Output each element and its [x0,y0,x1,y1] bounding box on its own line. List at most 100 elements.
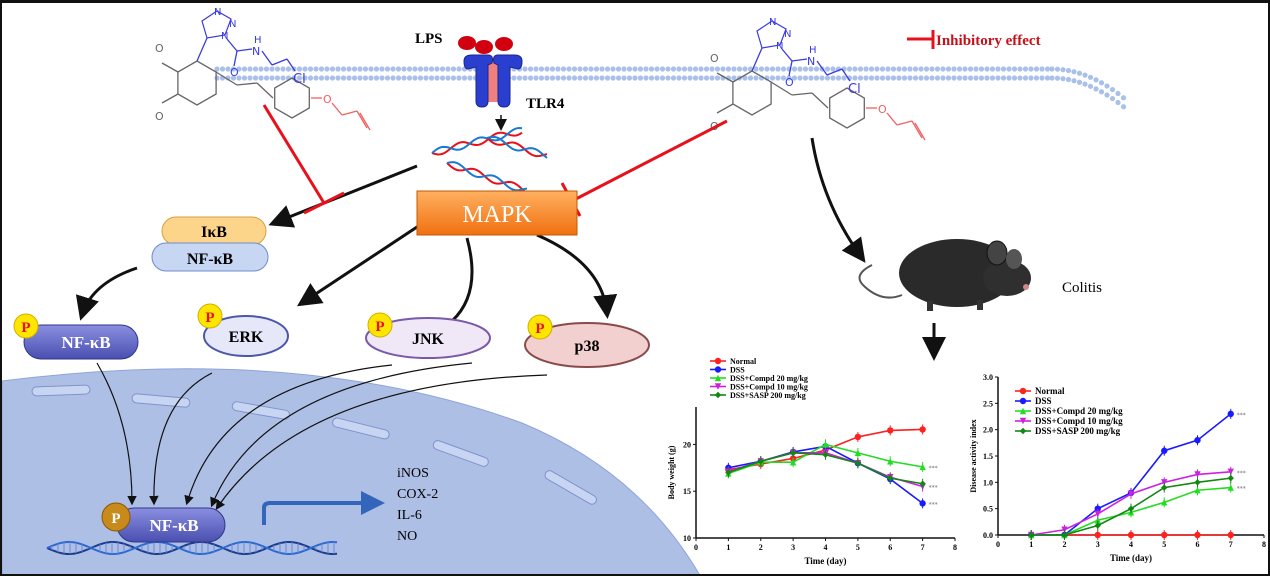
data-point [887,458,894,465]
data-point [1227,474,1234,482]
y-tick-label: 1.5 [983,452,993,461]
legend-entry: Normal [1035,386,1065,396]
data-point [1194,437,1201,444]
erk-label: ERK [229,329,264,346]
data-point [757,458,764,465]
rna-strands [431,126,548,195]
tlr4-receptor-icon [463,54,523,108]
significance-mark: *** [1237,412,1246,419]
x-tick-label: 4 [824,543,828,552]
p-nfkb-shape [23,324,139,360]
x-tick-label: 7 [921,543,925,552]
data-point [725,469,732,476]
nfkb-label: NF-κB [187,251,234,268]
x-tick-label: 8 [1262,540,1266,549]
phospho-label: P [535,321,544,337]
amide-hydrogen: H [809,45,817,56]
data-point [1019,387,1027,395]
x-tick-label: 5 [856,543,860,552]
data-point [1161,499,1168,506]
legend-entry: DSS+Compd 10 mg/kg [730,383,808,392]
mediator-label: NO [397,529,417,544]
cell-membrane [214,66,1127,110]
legend-entry: DSS+Compd 10 mg/kg [1035,416,1123,426]
mediator-label: iNOS [397,466,429,481]
data-point [887,427,894,434]
phospho-badge [367,312,393,338]
data-point [919,463,926,471]
data-point [822,441,829,448]
data-point [822,451,829,458]
ether-oxygen: O [323,93,332,106]
nitrogen-atom: N [221,31,228,42]
significance-mark: *** [929,465,938,472]
data-point [1227,410,1234,418]
data-point [714,391,722,399]
data-point [1161,479,1168,486]
carbonyl-oxygen: O [785,76,794,89]
x-tick-label: 7 [1229,540,1233,549]
amide-hydrogen: H [254,35,262,46]
inhibitory-effect-legend: Inhibitory effect [907,30,1041,49]
p-nfkb-label: NF-κB [61,333,110,352]
carbonyl-oxygen: O [230,66,239,79]
phospho-badge [13,313,39,339]
nitrogen-atom: N [769,17,776,28]
data-point [1094,505,1101,512]
data-point [919,500,926,507]
data-point [1161,531,1168,539]
data-point [854,449,862,457]
erk-shape [203,315,289,357]
legend-entry: DSS+SASP 200 mg/kg [1035,426,1121,436]
y-tick-label: 20 [683,440,691,449]
mouse-icon [858,239,1031,311]
x-tick-label: 4 [1129,540,1133,549]
significance-mark: *** [1237,470,1246,477]
data-point [789,449,797,457]
x-tick-label: 5 [1162,540,1166,549]
legend-entry: Normal [730,357,757,366]
phospho-label: P [375,319,384,335]
x-tick-label: 3 [791,543,795,552]
data-point [1094,510,1101,518]
data-point [1019,427,1027,435]
y-tick-label: 3.0 [983,373,993,382]
x-tick-label: 2 [1063,540,1067,549]
tlr4-label: TLR4 [526,96,565,112]
legend-entry: DSS [730,366,745,375]
y-tick-label: 2.0 [983,426,993,435]
data-point [1194,487,1201,494]
x-tick-label: 6 [888,543,892,552]
lps-label: LPS [415,31,443,47]
data-point [1061,531,1068,539]
data-point [887,474,894,482]
x-tick-label: 0 [694,543,698,552]
data-point [1127,531,1135,539]
p38-label: p38 [575,338,600,355]
data-point [1094,522,1101,529]
data-point [1127,490,1135,498]
data-point [1094,517,1101,524]
ikb-label: IκB [201,224,227,241]
data-point [1019,397,1027,405]
x-axis-label: Time (day) [804,556,846,566]
data-point [1019,417,1027,425]
methoxy-oxygen: O [155,110,164,123]
methoxy-oxygen: O [710,52,719,65]
data-point [1227,484,1234,491]
x-tick-label: 2 [759,543,763,552]
nitrogen-atom: N [214,7,221,18]
data-point [854,459,862,467]
data-point [714,383,722,390]
mapk-label: MAPK [462,202,532,228]
nitrogen-atom: N [776,41,783,52]
legend-entry: DSS+SASP 200 mg/kg [730,391,806,400]
y-tick-label: 10 [683,534,691,543]
nitrogen-atom: N [784,29,791,40]
legend-entry: DSS+Compd 20 mg/kg [1035,406,1123,416]
significance-mark: *** [929,501,938,508]
data-point [1094,531,1101,539]
chlorine-atom: Cl [848,82,861,97]
